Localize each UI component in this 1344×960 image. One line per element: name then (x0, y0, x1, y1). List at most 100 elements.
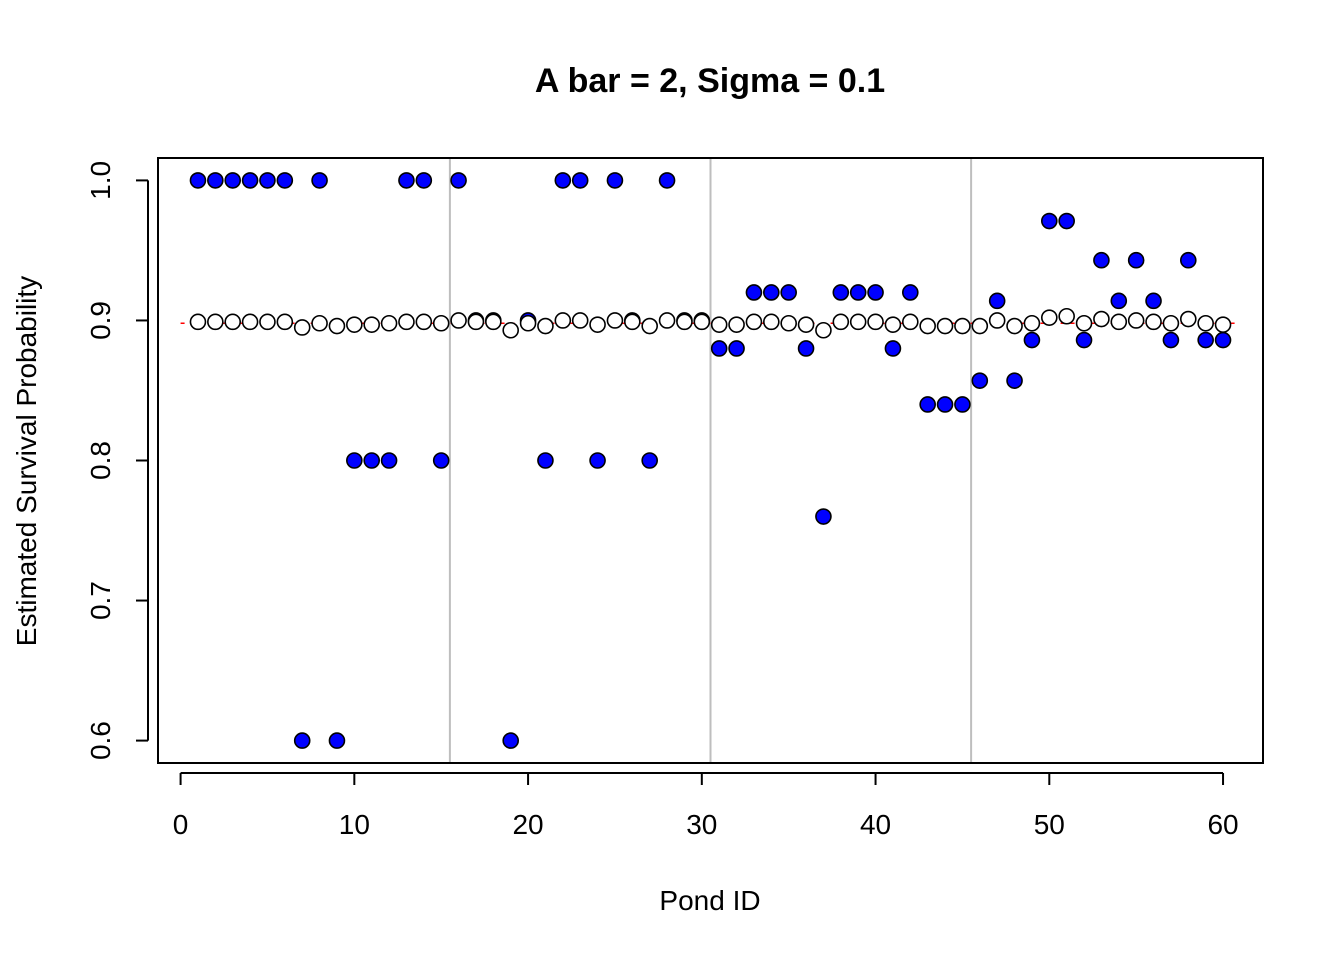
estimate-point (1023, 314, 1041, 332)
observed-point (919, 396, 936, 413)
observed-point (450, 172, 467, 189)
estimate-point (1127, 312, 1145, 329)
observed-point (658, 172, 676, 189)
observed-point (780, 284, 797, 301)
estimate-point (485, 313, 502, 331)
x-tick-label: 10 (339, 809, 370, 840)
estimate-point (849, 313, 867, 331)
observed-point (346, 452, 363, 469)
estimate-point (519, 314, 537, 332)
y-axis: 0.6 0.7 0.8 0.9 1.0 (85, 161, 149, 760)
observed-point (537, 452, 554, 469)
observed-point (849, 284, 867, 301)
x-tick-label: 30 (686, 809, 717, 840)
observed-point (902, 284, 919, 301)
chart-title: A bar = 2, Sigma = 0.1 (535, 62, 885, 100)
estimate-point (867, 313, 884, 331)
estimate-point (1075, 314, 1093, 332)
observed-point (189, 172, 207, 189)
observed-point (988, 292, 1006, 310)
estimate-point (311, 314, 328, 332)
estimate-point (207, 313, 224, 331)
estimate-point (363, 316, 381, 333)
estimate-point (815, 321, 832, 339)
estimate-point (589, 316, 606, 333)
estimate-point (1162, 314, 1180, 332)
estimate-point (1058, 307, 1075, 325)
data-points (189, 172, 1232, 749)
observed-point (954, 396, 971, 413)
estimate-point (398, 313, 415, 331)
observed-point (502, 732, 519, 749)
observed-point (432, 452, 450, 469)
estimate-point (1197, 314, 1214, 332)
observed-point (1006, 372, 1023, 389)
observed-point (293, 732, 311, 749)
estimate-point (241, 313, 259, 331)
estimate-point (1179, 310, 1197, 328)
estimate-point (728, 316, 745, 333)
estimate-point (884, 316, 902, 333)
estimate-point (658, 312, 676, 329)
estimate-point (902, 313, 919, 331)
observed-point (589, 452, 606, 469)
observed-point (554, 172, 572, 189)
estimate-point (1110, 313, 1128, 331)
x-axis-label: Pond ID (659, 885, 760, 916)
y-axis-label: Estimated Survival Probability (11, 276, 42, 646)
observed-point (398, 172, 415, 189)
estimate-point (1006, 317, 1023, 335)
estimate-point (293, 319, 311, 336)
x-tick-label: 20 (512, 809, 543, 840)
estimate-point (971, 317, 989, 335)
observed-point (1214, 331, 1232, 349)
estimate-point (259, 313, 276, 331)
estimate-point (224, 313, 242, 331)
estimate-point (1093, 310, 1110, 328)
estimate-point (1145, 313, 1162, 331)
observed-point (1145, 292, 1162, 310)
observed-point (1075, 331, 1093, 349)
estimate-point (797, 316, 815, 333)
estimate-point (380, 314, 398, 332)
estimate-point (432, 314, 450, 332)
x-axis: 0 10 20 30 40 50 60 (173, 772, 1239, 840)
estimate-point (554, 312, 572, 329)
estimate-point (745, 313, 763, 331)
observed-point (971, 372, 989, 389)
observed-point (259, 172, 276, 189)
observed-point (1040, 212, 1058, 230)
observed-point (832, 284, 850, 301)
estimate-point (1040, 309, 1058, 326)
estimate-point (189, 313, 207, 331)
observed-point (1179, 251, 1197, 269)
estimate-point (450, 312, 467, 329)
observed-point (884, 340, 902, 357)
observed-point (867, 284, 884, 301)
estimate-point (763, 313, 780, 331)
y-tick-label: 0.8 (85, 441, 116, 480)
observed-point (763, 284, 780, 301)
estimate-point (415, 313, 433, 331)
estimate-point (936, 317, 954, 335)
observed-point (1162, 331, 1180, 349)
observed-point (415, 172, 433, 189)
plot-frame (157, 157, 1264, 764)
estimate-point (624, 313, 641, 331)
estimate-point (954, 317, 971, 335)
estimate-point (693, 313, 711, 331)
observed-point (571, 172, 589, 189)
observed-point (606, 172, 624, 189)
estimate-point (346, 316, 363, 333)
observed-point (311, 172, 328, 189)
observed-point (710, 340, 728, 357)
estimate-point (571, 312, 589, 329)
estimate-point (276, 313, 294, 331)
x-tick-label: 60 (1207, 809, 1238, 840)
observed-point (1058, 212, 1075, 230)
observed-point (745, 284, 763, 301)
y-tick-label: 0.9 (85, 301, 116, 340)
observed-point (641, 452, 658, 469)
estimate-point (1214, 316, 1232, 333)
observed-point (1127, 251, 1145, 269)
